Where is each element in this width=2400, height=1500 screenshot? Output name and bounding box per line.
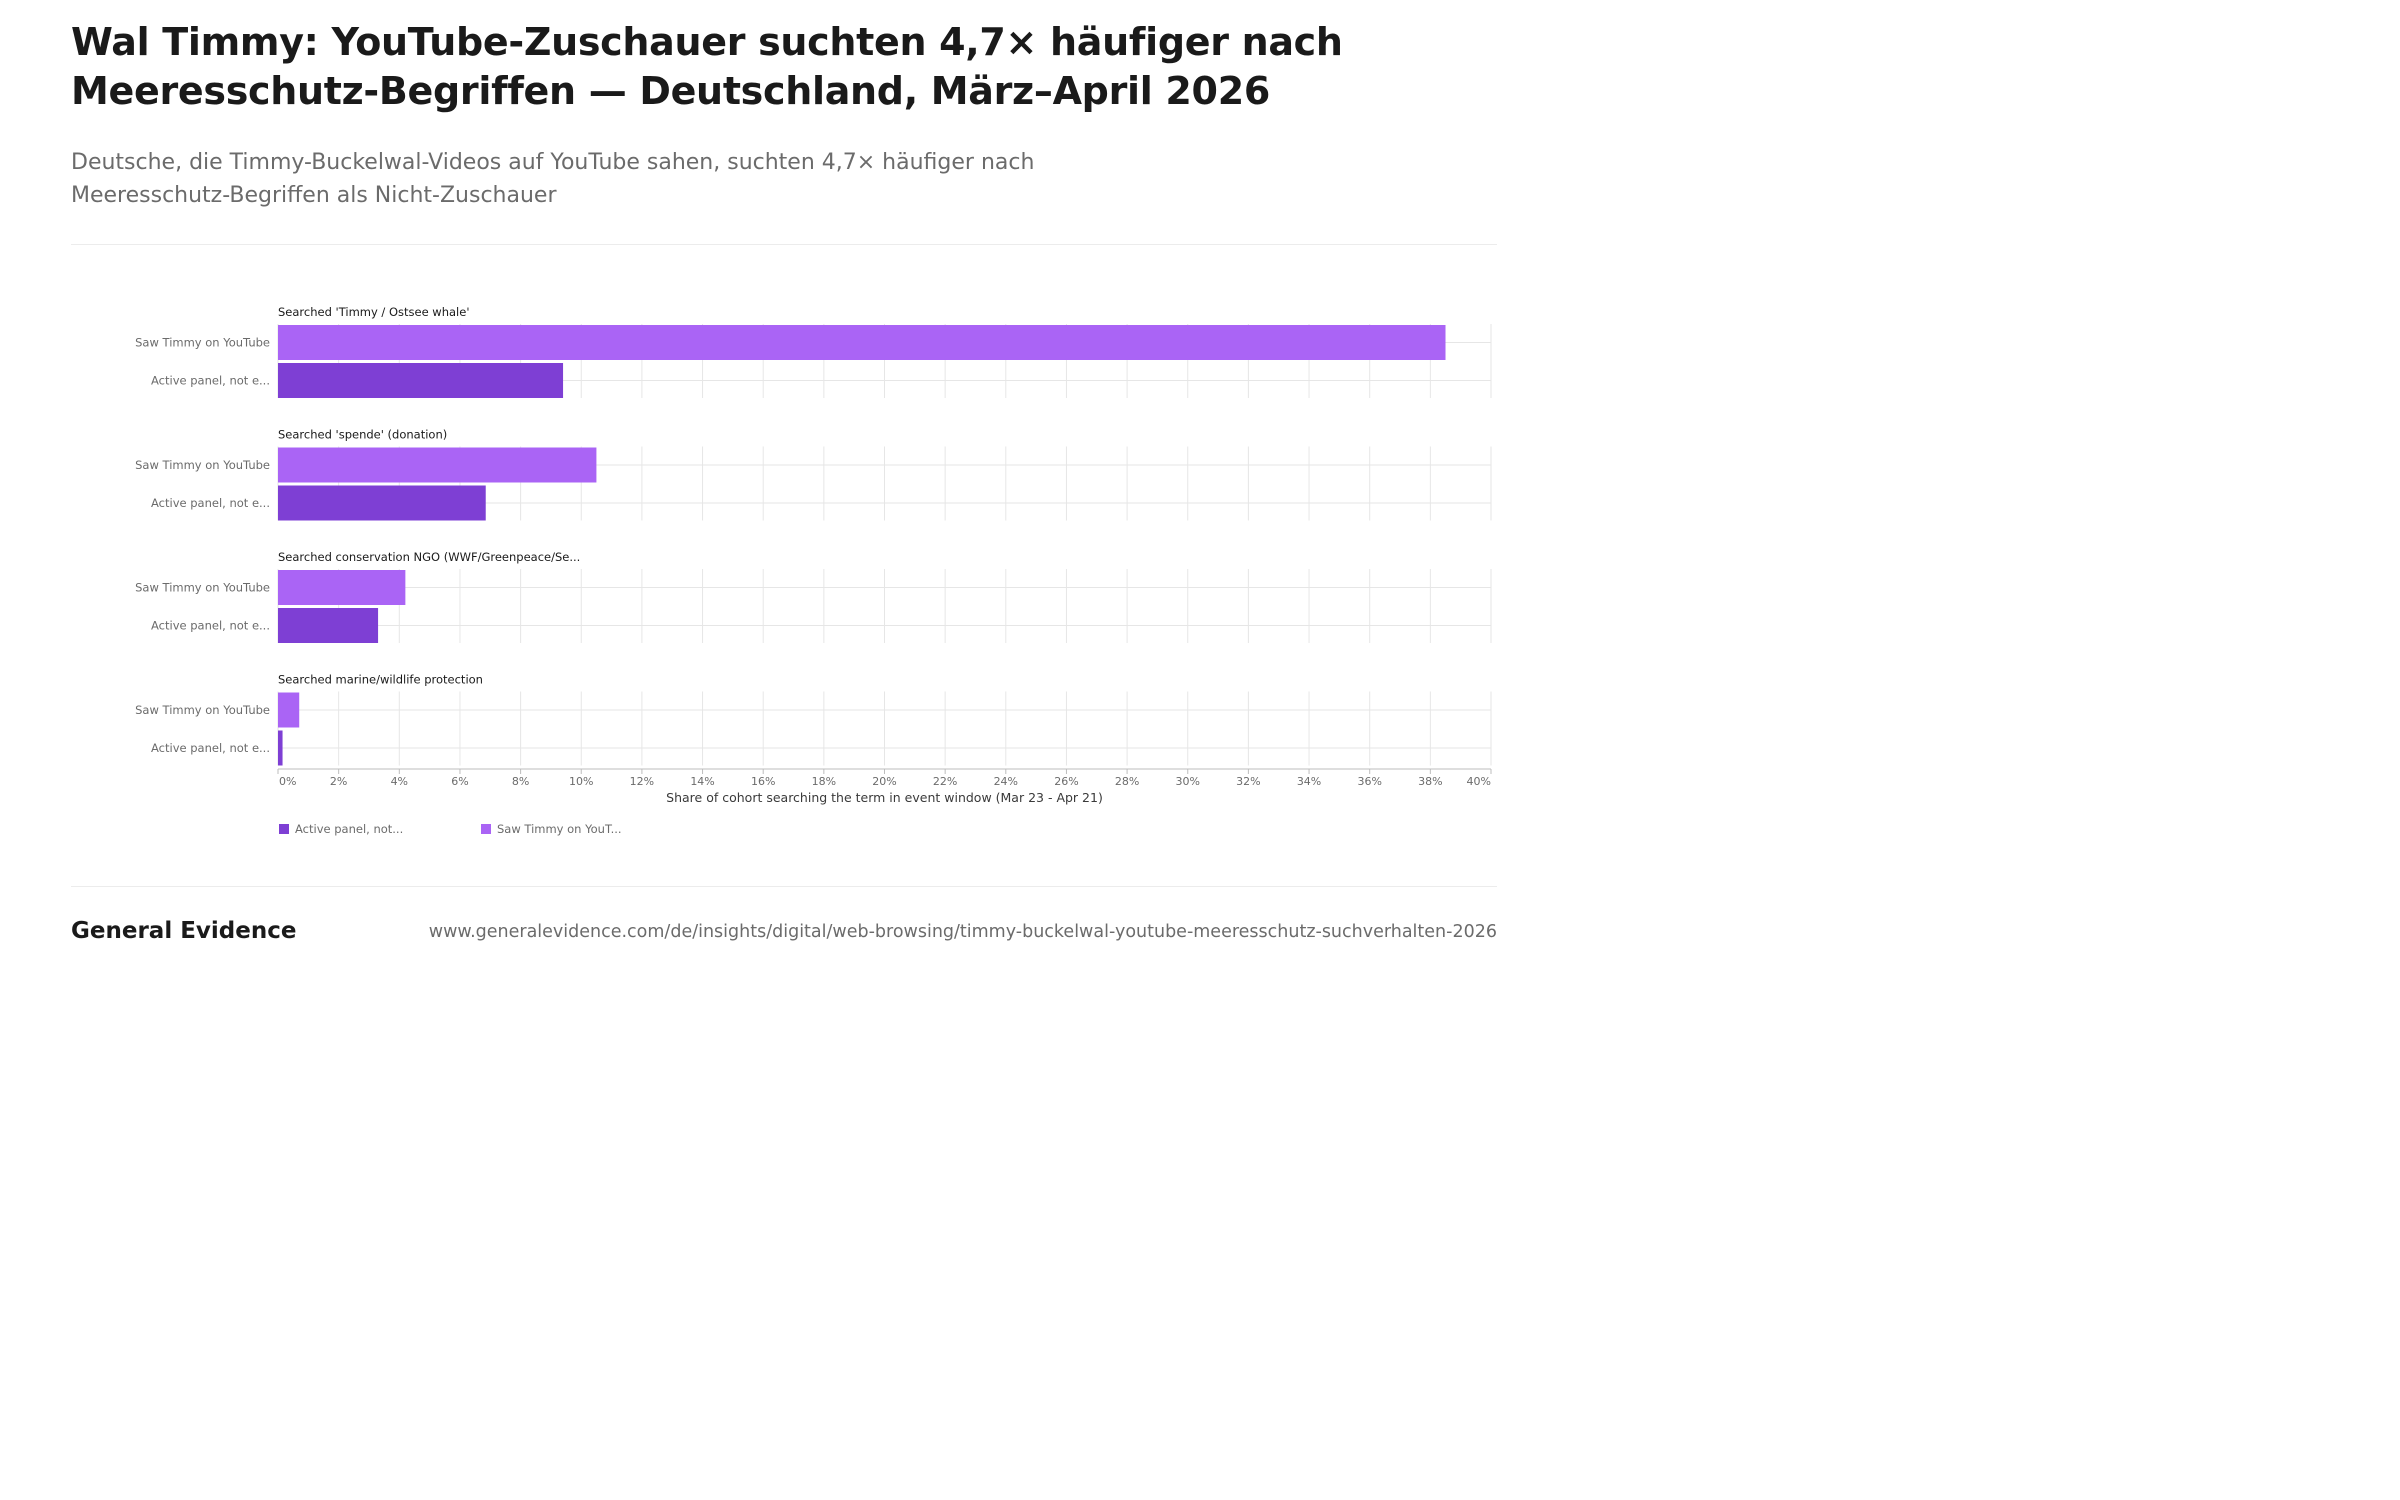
x-tick-label: 18% xyxy=(812,775,836,788)
header-divider xyxy=(71,244,1497,245)
bar-saw xyxy=(278,325,1446,360)
x-axis-title: Share of cohort searching the term in ev… xyxy=(666,790,1103,805)
x-tick-label: 32% xyxy=(1236,775,1260,788)
x-tick-label: 14% xyxy=(690,775,714,788)
x-tick-label: 34% xyxy=(1297,775,1321,788)
facet-label: Searched 'spende' (donation) xyxy=(278,428,447,442)
row-label: Saw Timmy on YouTube xyxy=(135,581,270,595)
x-tick-label: 12% xyxy=(630,775,654,788)
x-tick-label: 10% xyxy=(569,775,593,788)
legend-label-panel: Active panel, not... xyxy=(295,822,403,836)
x-tick-label: 16% xyxy=(751,775,775,788)
x-tick-label: 0% xyxy=(279,775,296,788)
bar-panel xyxy=(278,485,486,521)
x-tick-label: 22% xyxy=(933,775,957,788)
bar-panel xyxy=(278,608,379,643)
chart-subtitle: Deutsche, die Timmy-Buckelwal-Videos auf… xyxy=(71,150,1035,208)
row-label: Active panel, not e... xyxy=(151,374,270,388)
x-tick-label: 28% xyxy=(1115,775,1139,788)
x-tick-label: 38% xyxy=(1418,775,1442,788)
row-label: Active panel, not e... xyxy=(151,619,270,633)
chart-title: Wal Timmy: YouTube-Zuschauer suchten 4,7… xyxy=(71,20,1343,113)
x-tick-label: 26% xyxy=(1054,775,1078,788)
bar-saw xyxy=(278,447,597,483)
bar-saw xyxy=(278,570,406,605)
x-tick-label: 2% xyxy=(330,775,347,788)
row-label: Active panel, not e... xyxy=(151,496,270,510)
x-tick-label: 40% xyxy=(1467,775,1491,788)
legend-swatch-panel xyxy=(279,824,289,834)
x-tick-label: 8% xyxy=(512,775,529,788)
row-label: Active panel, not e... xyxy=(151,741,270,755)
bar-panel xyxy=(278,363,564,398)
x-tick-label: 36% xyxy=(1357,775,1381,788)
x-tick-label: 24% xyxy=(994,775,1018,788)
bar-saw xyxy=(278,692,300,728)
x-tick-label: 30% xyxy=(1176,775,1200,788)
brand-logo-text: General Evidence xyxy=(71,918,297,944)
row-label: Saw Timmy on YouTube xyxy=(135,703,270,717)
facet-label: Searched marine/wildlife protection xyxy=(278,673,483,687)
footer-divider xyxy=(71,886,1497,887)
legend-swatch-saw xyxy=(481,824,491,834)
row-label: Saw Timmy on YouTube xyxy=(135,336,270,350)
legend-label-saw: Saw Timmy on YouT... xyxy=(497,822,622,836)
source-url: www.generalevidence.com/de/insights/digi… xyxy=(428,922,1497,942)
facet-label: Searched 'Timmy / Ostsee whale' xyxy=(278,305,470,319)
x-tick-label: 6% xyxy=(451,775,468,788)
bar-panel xyxy=(278,730,283,766)
x-tick-label: 20% xyxy=(872,775,896,788)
x-tick-label: 4% xyxy=(391,775,408,788)
row-label: Saw Timmy on YouTube xyxy=(135,458,270,472)
bar-chart: Searched 'Timmy / Ostsee whale' Saw Timmy… xyxy=(135,305,1492,836)
facet-label: Searched conservation NGO (WWF/Greenpeac… xyxy=(278,550,580,564)
